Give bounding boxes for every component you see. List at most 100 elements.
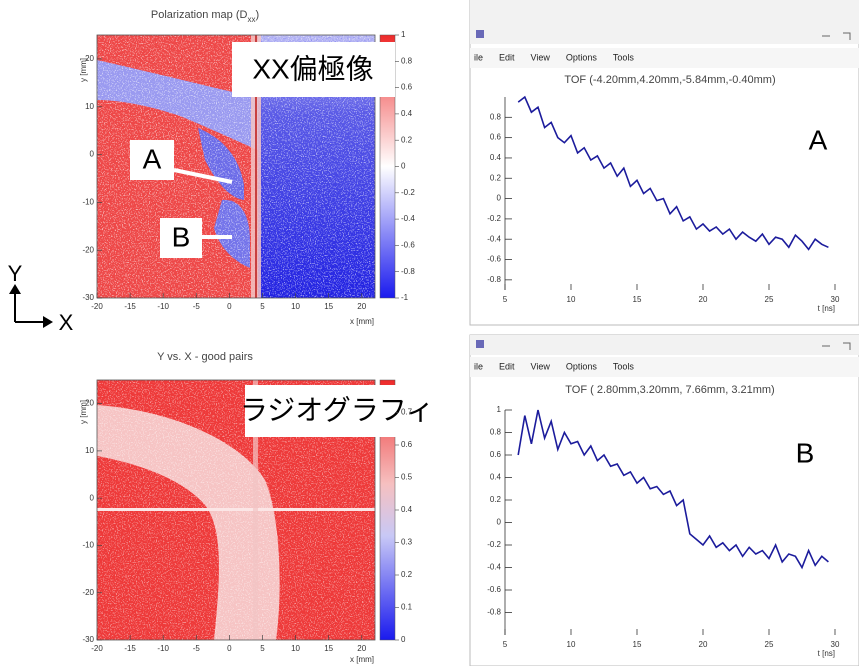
menu-item[interactable]: Tools (613, 361, 635, 371)
menu-bar (470, 48, 859, 68)
marker-box (160, 218, 202, 258)
title-text: Polarization map (D (151, 9, 248, 21)
map-title: Y vs. X - good pairs (157, 351, 253, 363)
y-tick-label: -10 (82, 541, 94, 550)
data-line (517, 409, 829, 570)
y-tick-label: 10 (85, 102, 94, 111)
colorbar-tick-label: 0.4 (401, 109, 413, 118)
y-tick-label: 0.6 (490, 133, 502, 142)
y-tick-label: 20 (85, 54, 94, 63)
colorbar-tick-label: 0.6 (401, 83, 413, 92)
marker-label: B (172, 221, 191, 252)
colorbar-tick-label: -0.4 (401, 214, 415, 223)
menu-item[interactable]: Edit (499, 52, 515, 62)
x-axis-label: x [mm] (350, 317, 374, 326)
y-tick-label: 0.6 (490, 450, 502, 459)
maximize-button[interactable] (843, 342, 851, 350)
x-tick-label: 25 (765, 640, 774, 649)
colorbar-tick-label: 0.2 (401, 135, 413, 144)
menu-item[interactable]: Edit (499, 361, 515, 371)
window-frame (469, 334, 859, 666)
panel-label: B (796, 437, 815, 468)
x-tick-label: 5 (260, 644, 265, 653)
x-tick-label: 0 (227, 644, 232, 653)
x-tick-label: 15 (633, 640, 642, 649)
colorbar-tick-label: 0.3 (401, 538, 413, 547)
colorbar-tick-label: 0 (401, 162, 406, 171)
chart-title: TOF (-4.20mm,4.20mm,-5.84mm,-0.40mm) (564, 74, 775, 86)
maximize-button[interactable] (843, 32, 851, 40)
x-tick-label: -10 (157, 644, 169, 653)
colorbar-tick-label: -0.6 (401, 241, 415, 250)
colorbar-tick-label: 0.4 (401, 505, 413, 514)
title-bar (470, 335, 859, 355)
overlay-box (232, 42, 395, 97)
tof-window (469, 0, 859, 326)
x-tick-label: 20 (357, 644, 366, 653)
menu-item[interactable]: Tools (613, 52, 635, 62)
x-tick-label: 30 (831, 640, 840, 649)
menu-item[interactable]: ile (474, 52, 483, 62)
y-tick-label: -0.8 (487, 275, 501, 284)
x-tick-label: 10 (567, 640, 576, 649)
y-tick-label: -0.2 (487, 540, 501, 549)
y-tick-label: 10 (85, 446, 94, 455)
x-tick-label: -15 (124, 644, 136, 653)
y-tick-label: 1 (497, 405, 502, 414)
x-axis-label: x [mm] (350, 655, 374, 664)
y-tick-label: 0 (497, 194, 502, 203)
y-tick-label: -0.8 (487, 608, 501, 617)
window-icon (476, 340, 484, 348)
y-tick-label: 0 (90, 150, 95, 159)
plot-frame (96, 379, 376, 641)
marker-label: A (143, 143, 162, 174)
arrow-head (43, 316, 53, 328)
y-tick-label: 0 (90, 493, 95, 502)
plot-frame (96, 34, 376, 299)
x-tick-label: 25 (765, 295, 774, 304)
y-tick-label: -20 (82, 588, 94, 597)
x-tick-label: -10 (157, 302, 169, 311)
x-tick-label: -20 (91, 302, 103, 311)
menu-item[interactable]: Options (566, 52, 598, 62)
marker-box (130, 140, 174, 180)
y-tick-label: 0.2 (490, 495, 502, 504)
y-tick-label: 0.8 (490, 112, 502, 121)
colorbar-tick-label: 0.5 (401, 473, 413, 482)
colorbar-tick-label: 0.7 (401, 408, 413, 417)
x-tick-label: 30 (831, 295, 840, 304)
y-tick-label: 0 (497, 518, 502, 527)
colorbar-tick-label: 0.1 (401, 603, 413, 612)
panel-label: A (809, 124, 828, 155)
y-tick-label: -30 (82, 635, 94, 644)
overlay-box (245, 385, 430, 437)
x-tick-label: -5 (193, 302, 201, 311)
y-tick-label: -0.6 (487, 255, 501, 264)
x-axis-label: t [ns] (818, 304, 835, 313)
y-axis-label: y [mm] (79, 400, 88, 424)
x-axis-label: t [ns] (818, 649, 835, 658)
x-tick-label: 20 (357, 302, 366, 311)
map-title: Polarization map (Dxx) (151, 9, 259, 24)
title-text: ) (255, 9, 259, 21)
overlay-label: XX偏極像 (252, 53, 373, 84)
x-tick-label: 5 (260, 302, 265, 311)
y-tick-label: -10 (82, 197, 94, 206)
colorbar-tick-label: -0.2 (401, 188, 415, 197)
y-tick-label: 0.8 (490, 428, 502, 437)
x-tick-label: 15 (324, 644, 333, 653)
menu-item[interactable]: View (531, 361, 551, 371)
arrow-head (9, 284, 21, 294)
menu-item[interactable]: View (531, 52, 551, 62)
colorbar-tick-label: 0.8 (401, 56, 413, 65)
menu-item[interactable]: Options (566, 361, 598, 371)
x-tick-label: -5 (193, 644, 201, 653)
x-tick-label: 10 (291, 302, 300, 311)
overlay-label: ラジオグラフィ (240, 394, 434, 425)
x-tick-label: -20 (91, 644, 103, 653)
colorbar-tick-label: -0.8 (401, 267, 415, 276)
menu-item[interactable]: ile (474, 361, 483, 371)
x-tick-label: 10 (567, 295, 576, 304)
